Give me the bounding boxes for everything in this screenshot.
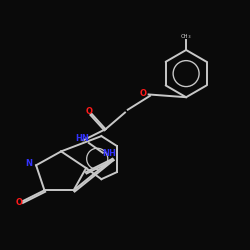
- Text: O: O: [86, 106, 92, 116]
- Text: HN: HN: [75, 134, 89, 143]
- Text: O: O: [16, 198, 22, 207]
- Text: CH₃: CH₃: [180, 34, 192, 39]
- Text: O: O: [140, 88, 147, 98]
- Text: NH: NH: [102, 149, 116, 158]
- Text: N: N: [25, 158, 32, 168]
